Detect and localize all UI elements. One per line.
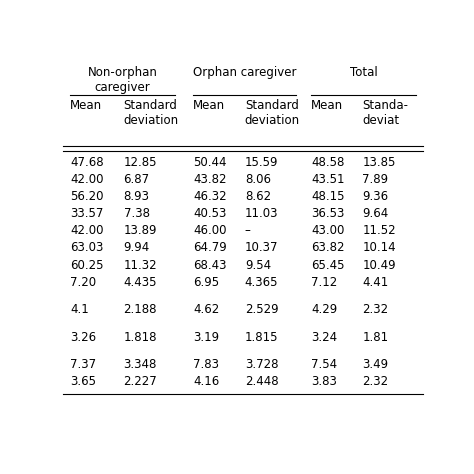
Text: 36.53: 36.53 — [311, 207, 344, 220]
Text: 3.348: 3.348 — [124, 358, 157, 371]
Text: 7.89: 7.89 — [362, 173, 388, 186]
Text: Standa-
deviat: Standa- deviat — [362, 99, 408, 127]
Text: 4.41: 4.41 — [362, 276, 389, 289]
Text: 4.16: 4.16 — [193, 375, 219, 388]
Text: 7.38: 7.38 — [124, 207, 149, 220]
Text: 8.06: 8.06 — [245, 173, 271, 186]
Text: 2.188: 2.188 — [124, 303, 157, 316]
Text: 9.94: 9.94 — [124, 241, 150, 255]
Text: 63.82: 63.82 — [311, 241, 345, 255]
Text: 10.37: 10.37 — [245, 241, 278, 255]
Text: 4.62: 4.62 — [193, 303, 219, 316]
Text: 43.00: 43.00 — [311, 224, 344, 237]
Text: 2.32: 2.32 — [362, 303, 388, 316]
Text: Orphan caregiver: Orphan caregiver — [193, 66, 297, 79]
Text: 63.03: 63.03 — [70, 241, 104, 255]
Text: 56.20: 56.20 — [70, 190, 104, 203]
Text: 48.58: 48.58 — [311, 155, 344, 169]
Text: 9.36: 9.36 — [362, 190, 388, 203]
Text: Mean: Mean — [70, 99, 102, 112]
Text: 1.81: 1.81 — [362, 330, 388, 344]
Text: 13.89: 13.89 — [124, 224, 157, 237]
Text: 1.818: 1.818 — [124, 330, 157, 344]
Text: 6.87: 6.87 — [124, 173, 150, 186]
Text: 40.53: 40.53 — [193, 207, 227, 220]
Text: 43.82: 43.82 — [193, 173, 227, 186]
Text: 33.57: 33.57 — [70, 207, 104, 220]
Text: 3.26: 3.26 — [70, 330, 96, 344]
Text: 3.49: 3.49 — [362, 358, 388, 371]
Text: 9.64: 9.64 — [362, 207, 389, 220]
Text: Mean: Mean — [193, 99, 226, 112]
Text: 42.00: 42.00 — [70, 224, 104, 237]
Text: 10.14: 10.14 — [362, 241, 396, 255]
Text: 13.85: 13.85 — [362, 155, 396, 169]
Text: 11.03: 11.03 — [245, 207, 278, 220]
Text: 3.65: 3.65 — [70, 375, 96, 388]
Text: 11.32: 11.32 — [124, 259, 157, 272]
Text: 46.00: 46.00 — [193, 224, 227, 237]
Text: 2.529: 2.529 — [245, 303, 278, 316]
Text: 4.1: 4.1 — [70, 303, 89, 316]
Text: 7.20: 7.20 — [70, 276, 96, 289]
Text: Mean: Mean — [311, 99, 343, 112]
Text: –: – — [245, 224, 251, 237]
Text: 2.32: 2.32 — [362, 375, 388, 388]
Text: 4.435: 4.435 — [124, 276, 157, 289]
Text: 2.448: 2.448 — [245, 375, 278, 388]
Text: 6.95: 6.95 — [193, 276, 219, 289]
Text: 42.00: 42.00 — [70, 173, 104, 186]
Text: 8.93: 8.93 — [124, 190, 149, 203]
Text: 15.59: 15.59 — [245, 155, 278, 169]
Text: 1.815: 1.815 — [245, 330, 278, 344]
Text: 43.51: 43.51 — [311, 173, 345, 186]
Text: 4.29: 4.29 — [311, 303, 337, 316]
Text: 4.365: 4.365 — [245, 276, 278, 289]
Text: Non-orphan
caregiver: Non-orphan caregiver — [88, 66, 157, 94]
Text: 2.227: 2.227 — [124, 375, 157, 388]
Text: Standard
deviation: Standard deviation — [124, 99, 179, 127]
Text: 7.54: 7.54 — [311, 358, 337, 371]
Text: 10.49: 10.49 — [362, 259, 396, 272]
Text: 11.52: 11.52 — [362, 224, 396, 237]
Text: 3.24: 3.24 — [311, 330, 337, 344]
Text: 7.37: 7.37 — [70, 358, 96, 371]
Text: 65.45: 65.45 — [311, 259, 345, 272]
Text: 7.83: 7.83 — [193, 358, 219, 371]
Text: 3.83: 3.83 — [311, 375, 337, 388]
Text: 68.43: 68.43 — [193, 259, 227, 272]
Text: 48.15: 48.15 — [311, 190, 345, 203]
Text: Total: Total — [349, 66, 377, 79]
Text: 12.85: 12.85 — [124, 155, 157, 169]
Text: Standard
deviation: Standard deviation — [245, 99, 300, 127]
Text: 60.25: 60.25 — [70, 259, 104, 272]
Text: 50.44: 50.44 — [193, 155, 227, 169]
Text: 47.68: 47.68 — [70, 155, 104, 169]
Text: 9.54: 9.54 — [245, 259, 271, 272]
Text: 46.32: 46.32 — [193, 190, 227, 203]
Text: 3.19: 3.19 — [193, 330, 219, 344]
Text: 7.12: 7.12 — [311, 276, 337, 289]
Text: 64.79: 64.79 — [193, 241, 227, 255]
Text: 8.62: 8.62 — [245, 190, 271, 203]
Text: 3.728: 3.728 — [245, 358, 278, 371]
